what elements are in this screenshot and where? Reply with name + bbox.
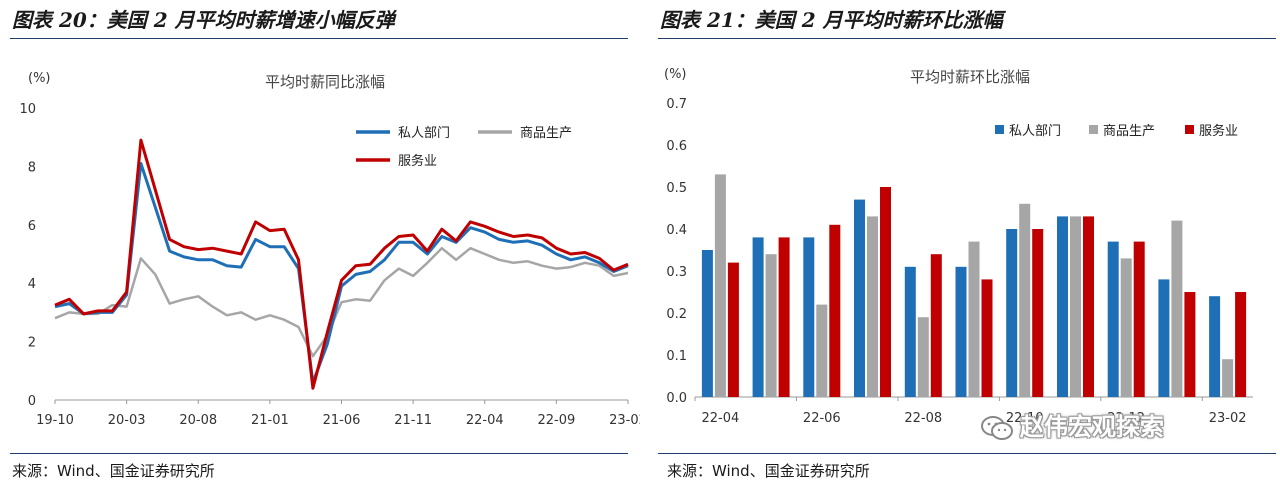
x-tick-label: 20-03: [108, 413, 146, 428]
x-tick-label: 22-06: [803, 411, 841, 426]
x-tick-label: 22-12: [1107, 411, 1145, 426]
x-tick-label: 22-08: [904, 411, 942, 426]
x-tick-label: 21-06: [323, 413, 361, 428]
x-tick-label: 22-04: [701, 411, 739, 426]
legend-label-3: 服务业: [398, 153, 437, 169]
watermark: 赵伟宏观探索: [980, 407, 1220, 442]
legend-swatch-2: [1089, 125, 1098, 134]
x-tick-label: 20-08: [179, 413, 217, 428]
y-tick-label: 10: [19, 102, 36, 117]
bar-1-22-10: [1006, 229, 1018, 397]
bar-1-23-01: [1158, 279, 1170, 397]
bar-2-22-07: [867, 216, 878, 397]
bar-2-22-05: [765, 254, 777, 397]
wage-mom-bar-chart: (%) 平均时薪环比涨幅 0.0 0.1 0.2 0.3 0.4 0.5 0.6 0.7 22-04…: [664, 67, 1253, 426]
bar-2-23-01: [1171, 220, 1183, 397]
legend-swatch-3: [1185, 125, 1194, 134]
x-tick-label: 22-09: [537, 413, 575, 428]
bar-2-22-09: [968, 241, 980, 397]
bar-3-22-09: [981, 279, 993, 397]
bar-1-22-04: [701, 250, 713, 397]
bar-1-22-07: [854, 199, 865, 397]
bar-2-23-02: [1222, 359, 1234, 397]
bar-1-22-05: [752, 237, 764, 397]
bar-2-22-04: [714, 174, 726, 397]
y-tick-label: 0.2: [666, 307, 687, 322]
x-tick-label: 19-10: [36, 413, 74, 428]
bar-3-22-08: [930, 254, 942, 397]
y-tick-label: 8: [28, 160, 36, 175]
bar-3-22-04: [727, 262, 739, 397]
bar-3-22-11: [1083, 216, 1094, 397]
top-rule-right: [658, 38, 1276, 39]
x-tick-label: 22-04: [466, 413, 504, 428]
y-tick-label: 0.4: [666, 223, 687, 238]
top-rule-left: [10, 38, 628, 39]
bar-3-22-05: [778, 237, 790, 397]
y-tick-label: 0.1: [666, 349, 687, 364]
wechat-logo-icon: [981, 416, 1013, 440]
bar-2-22-11: [1070, 216, 1081, 397]
series-line-2: [54, 246, 629, 358]
y-tick-label: 2: [28, 336, 36, 351]
source-note-right: 来源：Wind、国金证券研究所: [667, 462, 870, 480]
legend-label-2: 商品生产: [1103, 124, 1155, 139]
bar-3-23-02: [1235, 292, 1247, 397]
y-tick-label: 4: [28, 277, 36, 292]
wage-yoy-line-chart: (%) 平均时薪同比涨幅 0 2 4 6 8 10 19-10 20-03 20-08 21-01 21…: [19, 71, 640, 428]
chart-title: 平均时薪同比涨幅: [265, 73, 385, 91]
y-unit-label: (%): [664, 67, 687, 82]
bar-2-22-06: [816, 304, 828, 397]
bar-2-22-12: [1120, 258, 1132, 397]
bar-2-22-08: [917, 317, 929, 397]
legend-swatch-1: [995, 125, 1004, 134]
y-tick-label: 0.3: [666, 265, 687, 280]
bar-3-23-01: [1184, 292, 1196, 397]
legend-label-3: 服务业: [1199, 123, 1238, 139]
bar-1-22-09: [955, 266, 967, 397]
bar-1-22-06: [803, 237, 815, 397]
y-unit-label: (%): [28, 71, 51, 86]
legend-label-1: 私人部门: [398, 126, 450, 141]
bottom-rule-left: [10, 453, 628, 454]
series-line-3: [54, 138, 629, 390]
x-tick-label: 22-10: [1006, 411, 1044, 426]
x-tick-label: 23-02: [1209, 411, 1247, 426]
series-line-1: [54, 162, 629, 384]
bar-1-22-11: [1057, 216, 1068, 397]
figure-20-title: 图表 20：美国 2 月平均时薪增速小幅反弹: [12, 8, 395, 32]
y-tick-label: 0: [28, 394, 36, 409]
bar-3-22-10: [1032, 229, 1044, 397]
x-tick-label: 21-11: [394, 413, 432, 428]
y-tick-label: 0.6: [666, 139, 687, 154]
bar-3-22-12: [1133, 241, 1145, 397]
y-tick-label: 0.0: [666, 391, 687, 406]
figure-21-title: 图表 21：美国 2 月平均时薪环比涨幅: [660, 8, 1003, 32]
legend-label-1: 私人部门: [1009, 124, 1061, 139]
y-tick-label: 0.5: [666, 181, 687, 196]
x-tick-label: 23-02: [609, 413, 640, 428]
watermark-text: 赵伟宏观探索: [1020, 413, 1164, 441]
bar-1-22-08: [904, 266, 916, 397]
bar-3-22-07: [880, 187, 891, 397]
bar-1-23-02: [1209, 296, 1221, 397]
y-tick-label: 6: [28, 219, 36, 234]
bar-1-22-12: [1107, 241, 1119, 397]
bar-3-22-06: [829, 224, 841, 397]
legend-label-2: 商品生产: [520, 126, 572, 141]
x-tick-label: 21-01: [251, 413, 289, 428]
bottom-rule-right: [658, 453, 1276, 454]
bar-2-22-10: [1019, 203, 1031, 397]
y-tick-label: 0.7: [666, 97, 687, 112]
source-note-left: 来源：Wind、国金证券研究所: [12, 462, 215, 480]
chart-title: 平均时薪环比涨幅: [910, 68, 1030, 86]
